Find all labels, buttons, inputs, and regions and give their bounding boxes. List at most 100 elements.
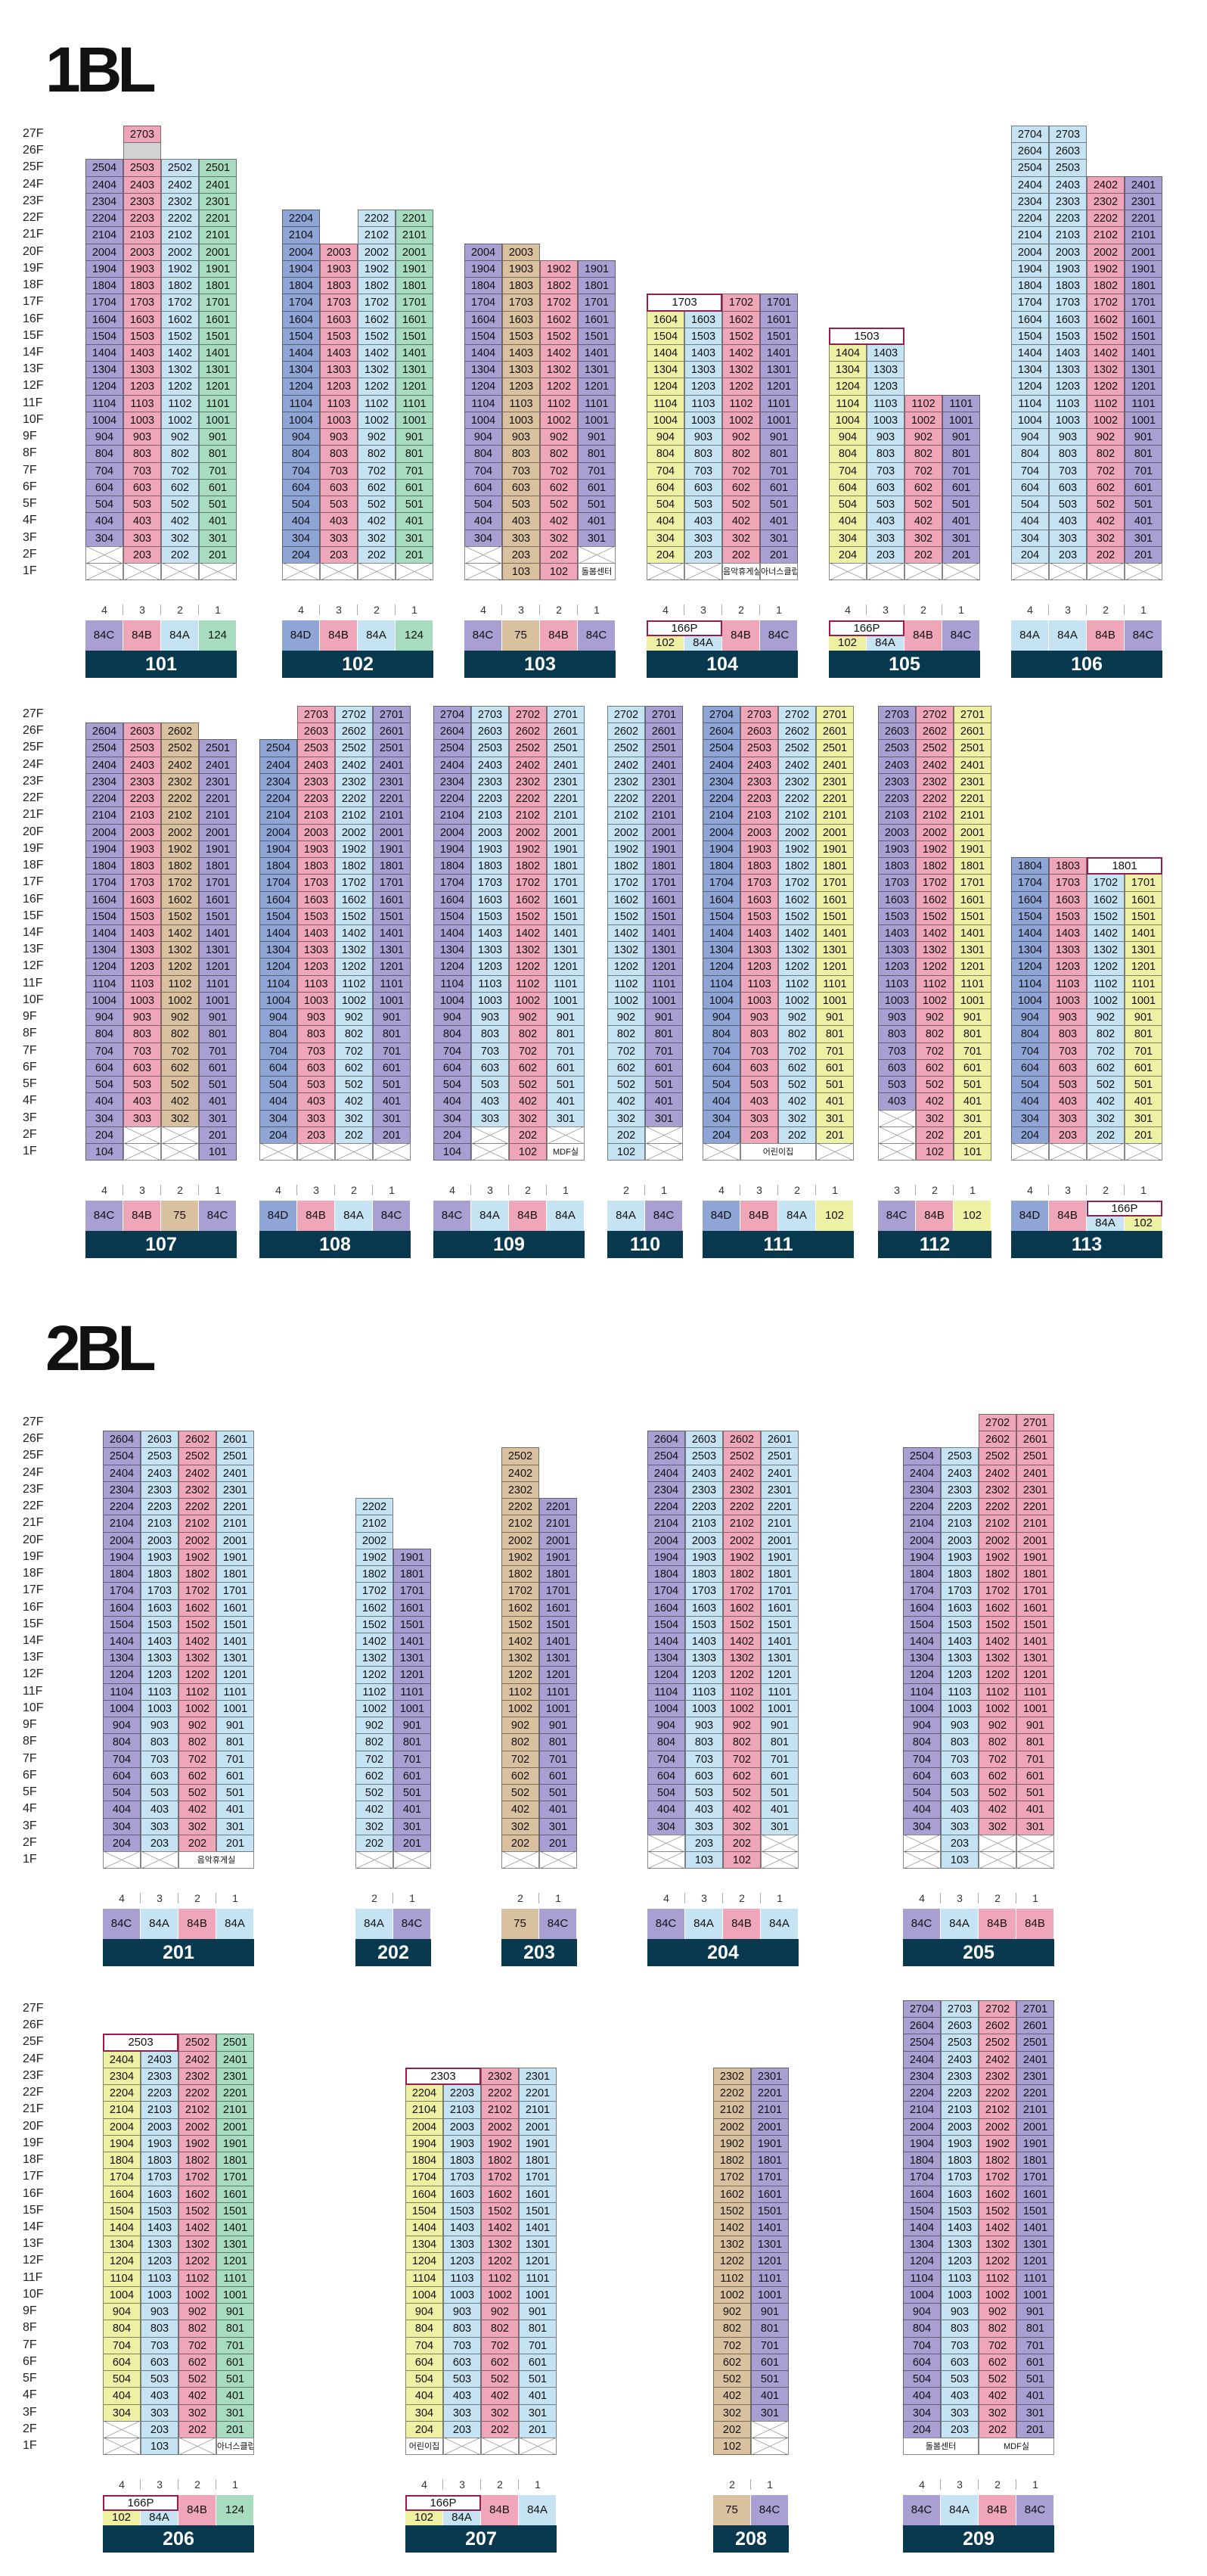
- unit-cell[interactable]: 303: [297, 1109, 335, 1127]
- unit-cell[interactable]: 1404: [103, 1632, 141, 1651]
- unit-cell[interactable]: 1302: [607, 941, 645, 959]
- unit-cell[interactable]: 801: [816, 1025, 854, 1043]
- unit-cell[interactable]: 2204: [703, 790, 740, 808]
- unit-cell[interactable]: 2302: [178, 2067, 216, 2086]
- unit-cell[interactable]: 2502: [778, 739, 816, 757]
- unit-cell[interactable]: 1203: [1049, 958, 1087, 976]
- unit-cell[interactable]: 404: [903, 1801, 941, 1819]
- unit-cell[interactable]: 1601: [751, 2185, 789, 2203]
- unit-cell[interactable]: 2002: [607, 823, 645, 841]
- unit-cell[interactable]: 401: [1125, 1092, 1162, 1111]
- unit-cell[interactable]: 2403: [685, 1464, 723, 1482]
- unit-cell[interactable]: 2201: [1125, 210, 1162, 228]
- unit-cell[interactable]: 2601: [1016, 2017, 1054, 2035]
- unit-cell[interactable]: 2403: [141, 2050, 178, 2068]
- unit-cell[interactable]: 703: [1049, 461, 1087, 480]
- unit-cell[interactable]: 1002: [161, 411, 199, 430]
- unit-cell[interactable]: 803: [1049, 1025, 1087, 1043]
- unit-cell[interactable]: 204: [1011, 545, 1049, 564]
- unit-cell[interactable]: 1204: [903, 1666, 941, 1684]
- unit-cell[interactable]: 702: [178, 1750, 216, 1768]
- unit-cell[interactable]: 2301: [761, 1481, 799, 1499]
- unit-cell[interactable]: 1103: [867, 394, 904, 412]
- unit-cell[interactable]: 2703: [740, 706, 778, 724]
- unit-cell[interactable]: 1802: [501, 1565, 539, 1583]
- unit-cell[interactable]: 501: [954, 1076, 991, 1094]
- unit-cell[interactable]: 1203: [443, 2252, 481, 2270]
- unit-cell[interactable]: 2502: [178, 2034, 216, 2052]
- unit-cell[interactable]: 1402: [778, 924, 816, 943]
- unit-cell[interactable]: 1801: [954, 857, 991, 875]
- unit-cell[interactable]: 1701: [396, 294, 433, 312]
- unit-cell[interactable]: 1501: [393, 1615, 431, 1633]
- unit-cell[interactable]: 1103: [141, 2269, 178, 2287]
- unit-cell[interactable]: 902: [979, 2303, 1016, 2321]
- unit-cell[interactable]: 2502: [161, 739, 199, 757]
- unit-cell[interactable]: 1902: [723, 1548, 761, 1567]
- unit-cell[interactable]: 1704: [103, 2168, 141, 2186]
- unit-cell[interactable]: 1202: [723, 1666, 761, 1684]
- unit-cell[interactable]: 1401: [539, 1632, 577, 1651]
- unit-cell[interactable]: 1701: [373, 874, 411, 892]
- unit-cell[interactable]: 203: [867, 545, 904, 564]
- unit-cell[interactable]: 1003: [502, 411, 540, 430]
- unit-cell[interactable]: 2602: [335, 722, 373, 741]
- unit-cell[interactable]: 2603: [941, 2017, 979, 2035]
- unit-cell[interactable]: 2502: [509, 739, 547, 757]
- unit-cell[interactable]: 1204: [1011, 958, 1049, 976]
- unit-cell[interactable]: 1004: [829, 411, 867, 430]
- unit-cell[interactable]: 2401: [216, 1464, 254, 1482]
- unit-cell[interactable]: 902: [979, 1717, 1016, 1735]
- unit-cell[interactable]: 1703: [443, 2168, 481, 2186]
- unit-cell[interactable]: 802: [501, 1733, 539, 1751]
- unit-cell[interactable]: 302: [979, 2404, 1016, 2422]
- unit-cell[interactable]: 1304: [703, 941, 740, 959]
- unit-cell[interactable]: 2404: [703, 756, 740, 774]
- unit-cell[interactable]: 2303: [878, 772, 916, 791]
- unit-cell[interactable]: 404: [1011, 1092, 1049, 1111]
- unit-cell[interactable]: 1803: [941, 2152, 979, 2170]
- unit-cell[interactable]: 301: [519, 2404, 557, 2422]
- unit-cell[interactable]: 803: [1049, 445, 1087, 463]
- unit-cell[interactable]: 203: [297, 1126, 335, 1144]
- unit-cell[interactable]: 304: [85, 1109, 123, 1127]
- unit-cell[interactable]: 2101: [199, 226, 237, 244]
- unit-cell[interactable]: 1802: [355, 1565, 393, 1583]
- unit-cell[interactable]: 1201: [1016, 2252, 1054, 2270]
- unit-cell[interactable]: 801: [760, 445, 798, 463]
- unit-cell[interactable]: 702: [979, 1750, 1016, 1768]
- unit-cell[interactable]: 801: [547, 1025, 585, 1043]
- unit-cell[interactable]: 1603: [941, 1599, 979, 1617]
- unit-cell[interactable]: 601: [751, 2353, 789, 2372]
- unit-cell[interactable]: 2304: [85, 192, 123, 211]
- unit-cell[interactable]: 1103: [502, 394, 540, 412]
- unit-cell[interactable]: 202: [1087, 1126, 1125, 1144]
- unit-cell[interactable]: 1904: [103, 1548, 141, 1567]
- unit-cell[interactable]: 1702: [540, 294, 578, 312]
- unit-cell[interactable]: 1903: [141, 2134, 178, 2153]
- unit-cell[interactable]: 1601: [199, 890, 237, 909]
- unit-cell[interactable]: 402: [178, 1801, 216, 1819]
- unit-cell[interactable]: 1604: [903, 2185, 941, 2203]
- unit-cell[interactable]: 2703: [471, 706, 509, 724]
- unit-cell[interactable]: 2004: [405, 2118, 443, 2136]
- unit-cell[interactable]: 201: [539, 1834, 577, 1852]
- unit-cell[interactable]: 1301: [954, 941, 991, 959]
- unit-cell[interactable]: 2001: [519, 2118, 557, 2136]
- unit-cell[interactable]: 201: [199, 1126, 237, 1144]
- building-number[interactable]: 202: [355, 1939, 431, 1967]
- unit-cell[interactable]: 2202: [178, 1498, 216, 1516]
- unit-cell[interactable]: 1003: [740, 991, 778, 1010]
- unit-cell[interactable]: 203: [941, 2420, 979, 2438]
- unit-cell[interactable]: 2003: [740, 823, 778, 841]
- unit-cell[interactable]: 1402: [335, 924, 373, 943]
- unit-cell[interactable]: 1101: [645, 974, 683, 993]
- unit-cell[interactable]: 2301: [216, 2067, 254, 2086]
- unit-cell[interactable]: 2202: [355, 1498, 393, 1516]
- unit-cell[interactable]: 1804: [405, 2152, 443, 2170]
- unit-cell[interactable]: 1304: [282, 361, 320, 379]
- unit-cell[interactable]: 1402: [979, 2218, 1016, 2237]
- unit-cell[interactable]: 2103: [941, 2101, 979, 2119]
- unit-cell[interactable]: 1104: [903, 2269, 941, 2287]
- unit-cell[interactable]: 401: [760, 512, 798, 530]
